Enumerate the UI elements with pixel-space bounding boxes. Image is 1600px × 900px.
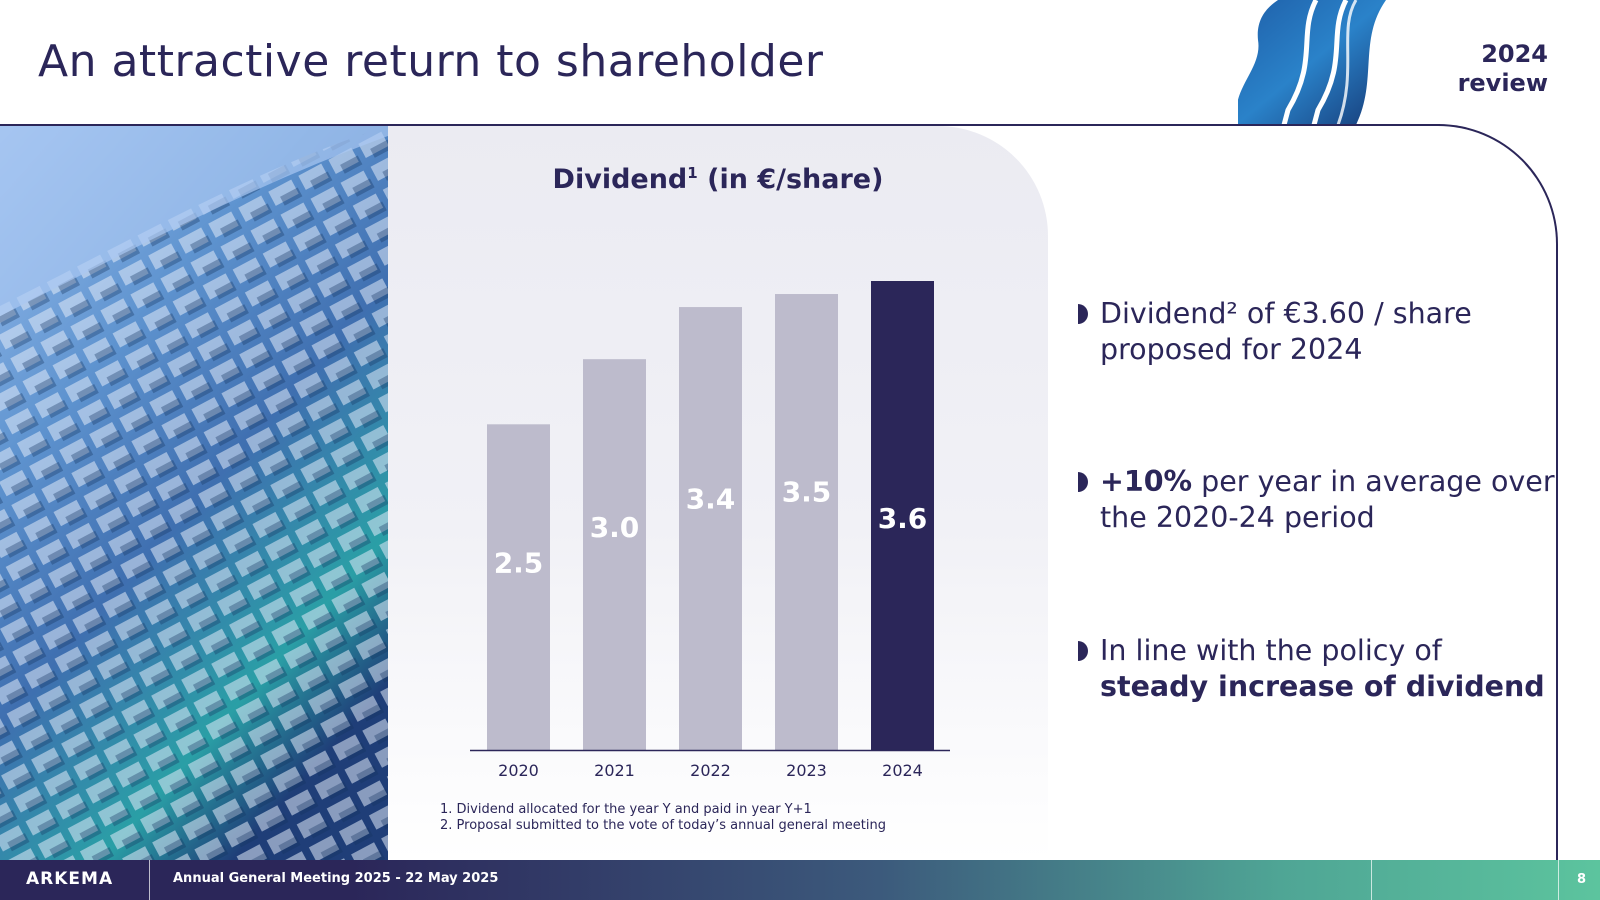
bullet-text: Dividend² of €3.60 / share proposed for … — [1100, 297, 1472, 366]
bar-value-label: 3.6 — [878, 502, 928, 535]
decorative-waves — [1238, 0, 1386, 125]
footer-bar: ARKEMA Annual General Meeting 2025 - 22 … — [0, 860, 1600, 900]
chart-title-main: Dividend — [552, 164, 688, 195]
x-tick-label: 2023 — [786, 761, 827, 780]
footnote-2: 2. Proposal submitted to the vote of tod… — [440, 818, 886, 833]
bullet-marker-icon — [1078, 304, 1088, 324]
bar-chart: 2.5 2020 3.0 2021 3.4 2022 3.5 2023 3.6 2024 — [470, 281, 950, 780]
review-label: review — [1457, 69, 1548, 97]
review-year: 2024 — [1481, 40, 1548, 68]
bar-2024 — [871, 281, 934, 750]
footer-divider — [1371, 860, 1372, 900]
bullet-text: per year in average over the 2020-24 per… — [1100, 465, 1555, 534]
x-tick-label: 2021 — [594, 761, 635, 780]
header-divider — [0, 124, 1440, 126]
bar-value-label: 3.4 — [686, 483, 736, 516]
bar-2023 — [775, 294, 838, 750]
review-badge: 2024 review — [1458, 40, 1548, 98]
chart-title: Dividend1 (in €/share) — [388, 164, 1048, 195]
bar-2021 — [583, 359, 646, 750]
chart-title-footnote-ref: 1 — [687, 164, 698, 182]
chart-title-unit: (in €/share) — [697, 164, 884, 195]
bullet-marker-icon — [1078, 641, 1088, 661]
footnotes: 1. Dividend allocated for the year Y and… — [440, 802, 886, 834]
footer-divider — [1558, 860, 1559, 900]
bullet-marker-icon — [1078, 472, 1088, 492]
dividend-chart: Dividend1 (in €/share) 2.5 2020 3.0 2021 3.4… — [388, 126, 1048, 860]
content-frame — [1340, 124, 1558, 864]
x-tick-label: 2024 — [882, 761, 923, 780]
arkema-logo: ARKEMA — [26, 869, 114, 889]
bullet-highlight: +10% — [1100, 465, 1193, 498]
bullet-growth: +10% per year in average over the 2020-2… — [1078, 464, 1558, 536]
bullet-dividend-proposal: Dividend² of €3.60 / share proposed for … — [1078, 296, 1558, 368]
bar-value-label: 3.5 — [782, 475, 832, 508]
x-tick-label: 2020 — [498, 761, 539, 780]
page-title: An attractive return to shareholder — [38, 36, 824, 87]
bullet-highlight: steady increase of dividend — [1100, 670, 1545, 703]
bar-2020 — [487, 424, 550, 750]
x-tick-label: 2022 — [690, 761, 731, 780]
bullet-text: In line with the policy of — [1100, 634, 1442, 667]
page-number: 8 — [1576, 872, 1586, 887]
bullet-policy: In line with the policy of steady increa… — [1078, 633, 1558, 705]
footer-divider — [149, 860, 150, 900]
bar-2022 — [679, 307, 742, 750]
meeting-info: Annual General Meeting 2025 - 22 May 202… — [173, 871, 499, 886]
bar-value-label: 3.0 — [590, 511, 640, 544]
footnote-1: 1. Dividend allocated for the year Y and… — [440, 802, 812, 817]
decorative-crystal-image — [0, 126, 388, 860]
bar-value-label: 2.5 — [494, 546, 544, 579]
